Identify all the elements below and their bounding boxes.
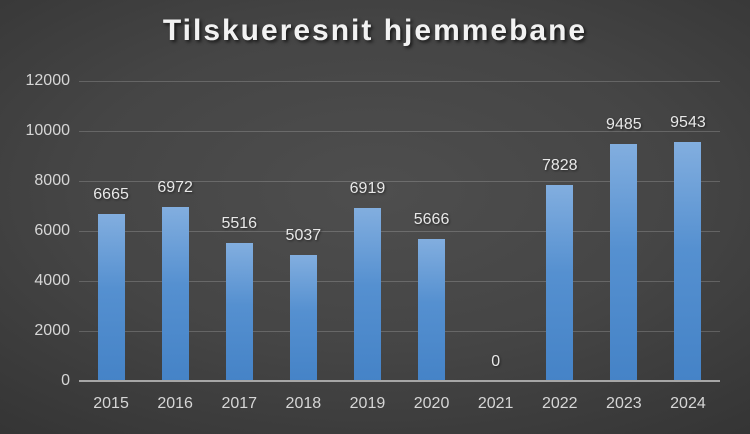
- y-tick-label-10000: 10000: [25, 122, 71, 139]
- y-tick-label-8000: 8000: [34, 172, 70, 189]
- x-axis-line: [79, 380, 720, 382]
- bar-2023: [610, 143, 638, 381]
- bar-2020: [418, 239, 446, 381]
- data-label-2017: 5516: [221, 215, 258, 233]
- x-tick-label-2019: 2019: [349, 395, 386, 412]
- gridline-8000: [79, 181, 720, 182]
- x-tick-label-2018: 2018: [285, 395, 322, 412]
- bar-2019: [353, 208, 381, 381]
- x-tick-label-2021: 2021: [477, 395, 514, 412]
- x-tick-label-2016: 2016: [157, 395, 193, 412]
- data-label-2022: 7828: [541, 157, 578, 175]
- x-tick-label-2022: 2022: [541, 395, 578, 412]
- y-tick-label-12000: 12000: [25, 72, 71, 89]
- x-tick-label-2023: 2023: [606, 395, 642, 412]
- data-label-2024: 9543: [670, 114, 706, 132]
- gridline-10000: [79, 131, 720, 132]
- data-label-2015: 6665: [93, 186, 129, 204]
- x-tick-label-2017: 2017: [221, 395, 258, 412]
- bar-2016: [161, 206, 189, 381]
- bar-2015: [97, 214, 125, 381]
- chart-title: Tilskueresnit hjemmebane: [162, 14, 588, 47]
- bar-2024: [674, 142, 702, 381]
- y-tick-label-4000: 4000: [34, 272, 70, 289]
- x-tick-label-2020: 2020: [413, 395, 450, 412]
- x-tick-label-2024: 2024: [670, 395, 706, 412]
- gridline-12000: [79, 81, 720, 82]
- y-tick-label-6000: 6000: [34, 222, 70, 239]
- bar-2022: [546, 185, 574, 381]
- data-label-2020: 5666: [413, 211, 450, 229]
- gridline-6000: [79, 231, 720, 232]
- bar-2017: [225, 243, 253, 381]
- data-label-2016: 6972: [157, 178, 193, 196]
- x-tick-label-2015: 2015: [93, 395, 129, 412]
- bar-2018: [289, 255, 317, 381]
- data-label-2023: 9485: [606, 115, 642, 133]
- data-label-2019: 6919: [349, 180, 386, 198]
- bar-chart-plot-area: 6665 6972 5516 5037 6919 5666 0 7828 9485 9543: [79, 81, 720, 382]
- data-label-2018: 5037: [285, 227, 322, 245]
- data-label-2021: 0: [491, 353, 501, 370]
- y-tick-label-0: 0: [61, 372, 70, 389]
- gridline-2000: [79, 331, 720, 332]
- y-tick-label-2000: 2000: [34, 322, 70, 339]
- gridline-4000: [79, 281, 720, 282]
